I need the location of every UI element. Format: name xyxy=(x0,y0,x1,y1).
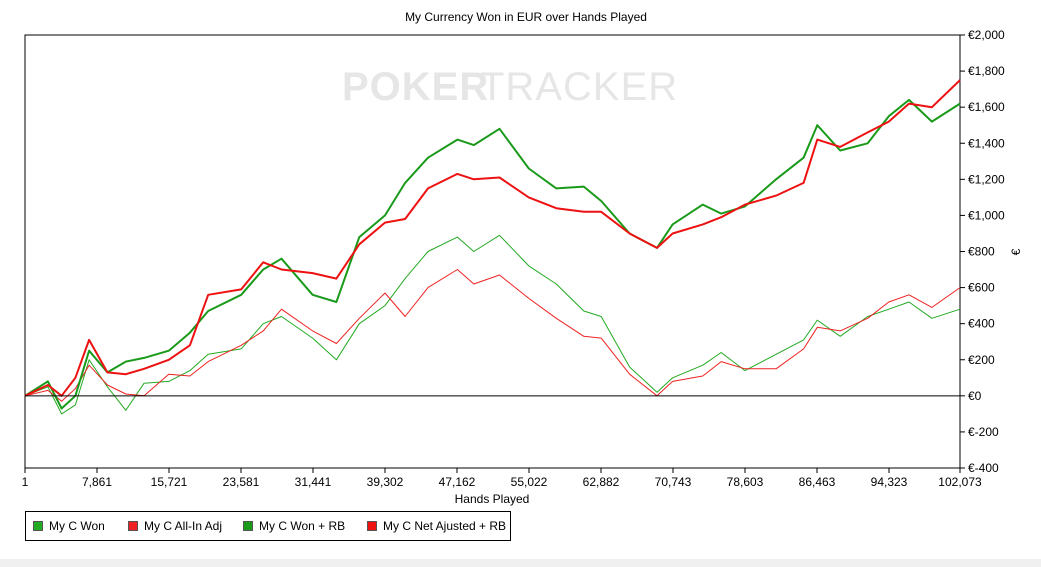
y-tick-label: €1,000 xyxy=(968,208,1005,222)
y-tick-label: €1,400 xyxy=(968,136,1005,150)
x-tick-label: 1 xyxy=(22,475,29,489)
legend-item: My C Won xyxy=(33,519,128,533)
y-tick-label: €400 xyxy=(968,317,995,331)
x-tick-label: 39,302 xyxy=(367,475,404,489)
x-tick-label: 31,441 xyxy=(295,475,332,489)
legend-label: My C Won xyxy=(49,519,105,533)
x-tick-label: 15,721 xyxy=(151,475,188,489)
x-tick-label: 78,603 xyxy=(727,475,764,489)
pokertracker-watermark: POKER TRACKER xyxy=(342,65,678,109)
y-tick-label: €-200 xyxy=(968,425,999,439)
x-tick-label: 86,463 xyxy=(799,475,836,489)
legend-swatch xyxy=(33,521,43,531)
x-tick-label: 55,022 xyxy=(511,475,548,489)
x-axis-label: Hands Played xyxy=(455,492,530,506)
legend-swatch xyxy=(243,521,253,531)
series-line-4 xyxy=(24,79,961,397)
y-axis-label: € xyxy=(1009,248,1023,255)
y-tick-label: €800 xyxy=(968,245,995,259)
legend-label: My C Net Ajusted + RB xyxy=(383,519,507,533)
y-axis-ticks: €-400 €-200 €0 €200 €400 €600 €800 €1,000 €1,200… xyxy=(960,28,1005,475)
legend-swatch xyxy=(128,521,138,531)
legend: My C Won My C All-In Adj My C Won + RB My C… xyxy=(25,511,511,541)
y-tick-label: €1,600 xyxy=(968,100,1005,114)
x-tick-label: 62,882 xyxy=(583,475,620,489)
bottom-strip xyxy=(0,559,1041,567)
x-axis-ticks: 1 7,861 15,721 23,581 31,441 39,302 47,162 55,0… xyxy=(22,468,982,489)
y-tick-label: €1,800 xyxy=(968,64,1005,78)
x-tick-label: 70,743 xyxy=(655,475,692,489)
series-line-1 xyxy=(24,234,961,415)
x-tick-label: 94,323 xyxy=(871,475,908,489)
x-tick-label: 102,073 xyxy=(938,475,982,489)
legend-item: My C Net Ajusted + RB xyxy=(367,519,507,533)
y-tick-label: €-400 xyxy=(968,461,999,475)
watermark-right: TRACKER xyxy=(480,65,678,109)
legend-item: My C Won + RB xyxy=(243,519,367,533)
x-tick-label: 7,861 xyxy=(82,475,112,489)
x-tick-label: 47,162 xyxy=(439,475,476,489)
chart-title: My Currency Won in EUR over Hands Played xyxy=(405,10,647,24)
y-tick-label: €2,000 xyxy=(968,28,1005,42)
series-layer xyxy=(24,79,961,415)
series-line-3 xyxy=(24,98,961,410)
y-tick-label: €1,200 xyxy=(968,172,1005,186)
legend-swatch xyxy=(367,521,377,531)
y-tick-label: €0 xyxy=(968,389,982,403)
y-tick-label: €600 xyxy=(968,281,995,295)
x-tick-label: 23,581 xyxy=(223,475,260,489)
legend-label: My C All-In Adj xyxy=(144,519,223,533)
y-tick-label: €200 xyxy=(968,353,995,367)
watermark-left: POKER xyxy=(342,65,489,109)
legend-item: My C All-In Adj xyxy=(128,519,243,533)
legend-label: My C Won + RB xyxy=(259,519,346,533)
